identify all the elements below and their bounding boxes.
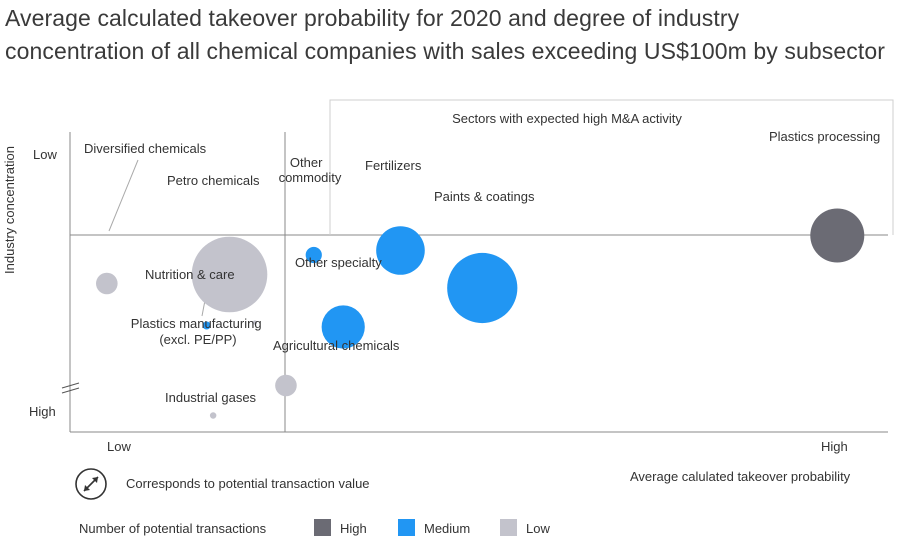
- bubble-paints-coatings: [447, 252, 518, 324]
- x-axis-title: Average calulated takeover probability: [630, 469, 851, 484]
- size-legend-icon: [75, 468, 107, 500]
- bubble-agricultural-chemicals: [275, 374, 297, 397]
- point-label: Industrial gases: [165, 390, 257, 405]
- legend-swatch-high: [314, 519, 331, 536]
- bubble-fertilizers: [376, 226, 425, 275]
- bubble-other-specialty: [321, 305, 365, 349]
- bubble-nutrition-care: [252, 320, 258, 325]
- point-label: Petro chemicals: [167, 173, 260, 188]
- x-tick-label-low: Low: [107, 439, 131, 454]
- legend-label-low: Low: [526, 521, 550, 536]
- x-tick-label-high: High: [821, 439, 848, 454]
- bubble-plastics-manufacturing-excl-pe-pp: [202, 321, 211, 330]
- point-label: Agricultural chemicals: [273, 338, 400, 353]
- y-axis-title: Industry concentration: [2, 146, 17, 274]
- point-label-line: Plastics manufacturing: [131, 316, 262, 331]
- axis-break-mark: [61, 382, 80, 389]
- highlight-region-label: Sectors with expected high M&A activity: [452, 111, 682, 126]
- bubble-petro-chemicals: [191, 236, 268, 313]
- bubbles-group: [96, 208, 865, 419]
- color-legend-title: Number of potential transactions: [79, 521, 267, 536]
- point-label-line: (excl. PE/PP): [159, 332, 236, 347]
- size-legend-label: Corresponds to potential transaction val…: [126, 476, 370, 491]
- point-label: Plastics manufacturing (excl. PE/PP): [131, 316, 265, 347]
- point-label: Paints & coatings: [434, 189, 535, 204]
- legend-swatch-low: [500, 519, 517, 536]
- point-label: Fertilizers: [365, 158, 422, 173]
- chart-title: Average calculated takeover probability …: [5, 5, 885, 64]
- legend-label-high: High: [340, 521, 367, 536]
- bubble-diversified-chemicals: [96, 272, 118, 295]
- legend-label-medium: Medium: [424, 521, 470, 536]
- leader-line-diversified: [108, 159, 139, 232]
- point-label: Other specialty: [295, 255, 382, 270]
- bubble-other-commodity: [305, 246, 322, 264]
- point-label: Diversified chemicals: [84, 141, 207, 156]
- point-label: Other commodity: [279, 155, 342, 185]
- bubble-plastics-processing: [810, 208, 865, 263]
- point-label-line: Other: [290, 155, 323, 170]
- point-label: Nutrition & care: [145, 267, 235, 282]
- point-label: Plastics processing: [769, 129, 880, 144]
- highlight-region-border: [329, 99, 894, 235]
- bubble-industrial-gases: [209, 412, 217, 419]
- point-label-line: commodity: [279, 170, 342, 185]
- legend-swatch-medium: [398, 519, 415, 536]
- y-tick-label-low: Low: [33, 147, 57, 162]
- axis-break-mark: [61, 387, 80, 394]
- y-tick-label-high: High: [29, 404, 56, 419]
